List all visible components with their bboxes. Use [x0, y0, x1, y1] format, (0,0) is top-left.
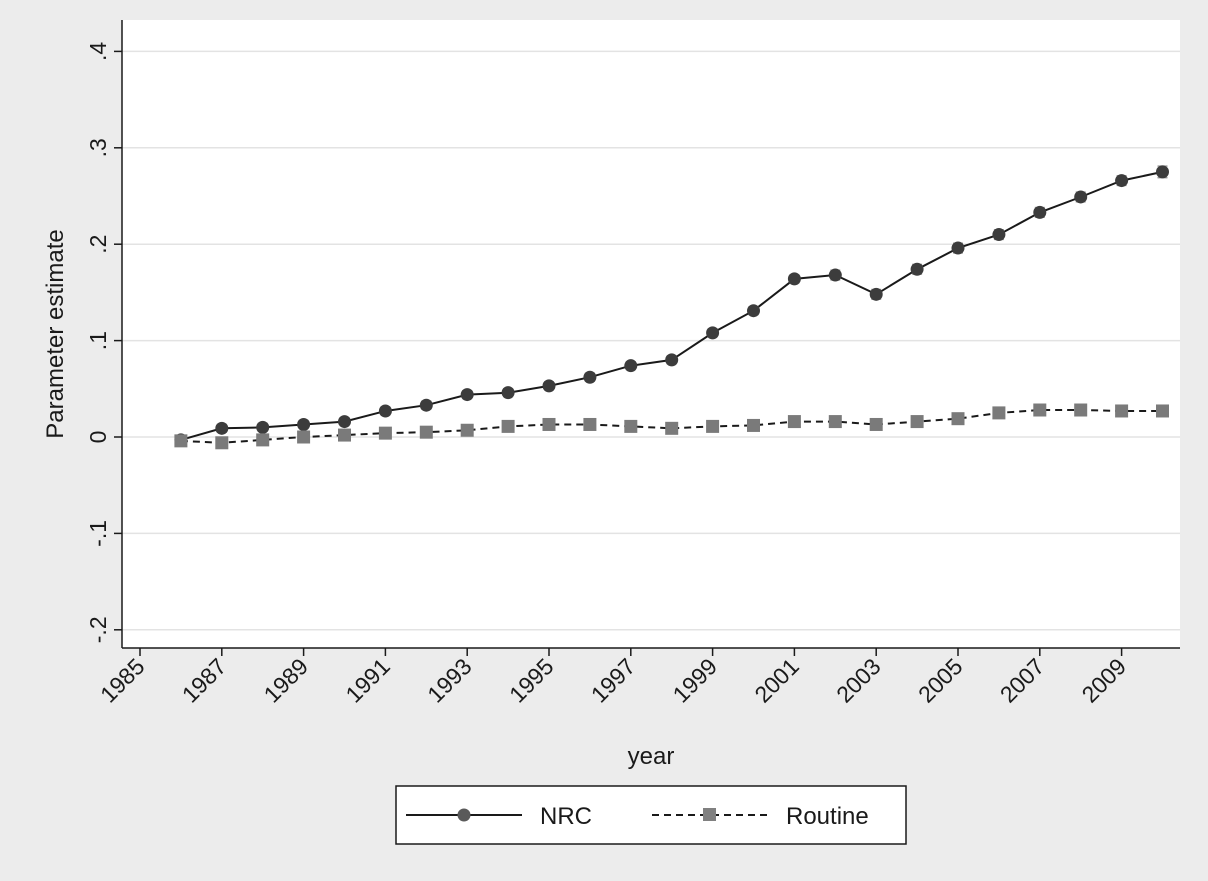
y-tick-label: .2	[85, 235, 111, 254]
data-point	[747, 418, 760, 432]
legend-routine-label: Routine	[786, 803, 869, 830]
data-point	[787, 272, 801, 286]
data-point	[624, 359, 638, 373]
x-tick-label: 2007	[995, 653, 1050, 708]
x-tick-label: 1997	[586, 653, 641, 708]
legend-nrc-marker	[457, 808, 471, 822]
data-point	[1156, 404, 1169, 418]
data-point	[583, 370, 597, 384]
data-point	[828, 268, 842, 282]
data-point	[951, 412, 965, 426]
legend-routine-marker	[703, 808, 716, 821]
data-point	[174, 434, 188, 448]
plot-area	[122, 20, 1180, 648]
y-tick-label: -.1	[85, 520, 111, 547]
x-tick-label: 2001	[749, 653, 804, 708]
data-point	[419, 398, 433, 412]
y-tick-label: .1	[85, 331, 111, 350]
y-tick-label: 0	[85, 431, 111, 444]
series-lines	[174, 165, 1169, 450]
data-point	[542, 417, 556, 431]
data-point	[378, 426, 392, 440]
data-point	[501, 386, 515, 400]
data-point	[501, 419, 515, 433]
data-point	[665, 421, 679, 435]
x-tick-label: 1991	[340, 653, 395, 708]
data-point	[869, 287, 883, 301]
x-tick-label: 2005	[913, 653, 968, 708]
y-axis-title: Parameter estimate	[42, 229, 69, 438]
x-tick-label: 1985	[95, 653, 150, 708]
y-tick-label: -.2	[85, 616, 111, 643]
y-tick-label: .4	[85, 42, 111, 61]
data-point	[256, 433, 270, 447]
data-point	[828, 415, 842, 429]
data-point	[665, 353, 679, 367]
legend: NRC Routine	[395, 785, 907, 845]
data-point	[747, 304, 760, 318]
data-point	[706, 326, 720, 340]
data-point	[869, 417, 883, 431]
data-point	[992, 406, 1006, 420]
data-point	[460, 423, 474, 437]
legend-nrc-label: NRC	[540, 803, 592, 830]
data-point	[256, 420, 270, 434]
data-point	[338, 415, 351, 429]
data-point	[215, 436, 229, 450]
data-point	[1115, 174, 1129, 188]
data-point	[583, 417, 597, 431]
x-tick-label: 1987	[177, 653, 232, 708]
data-point	[1156, 165, 1169, 179]
x-tick-label: 1995	[504, 653, 559, 708]
data-point	[297, 430, 311, 444]
data-point	[297, 417, 311, 431]
x-tick-label: 1999	[668, 653, 723, 708]
y-tick-label: .3	[85, 138, 111, 157]
data-point	[338, 428, 351, 442]
data-point	[1033, 403, 1047, 417]
x-tick-label: 2003	[831, 653, 886, 708]
data-point	[910, 415, 924, 429]
data-point	[1033, 205, 1047, 219]
data-point	[378, 404, 392, 418]
data-point	[992, 228, 1006, 242]
data-point	[460, 388, 474, 402]
x-tick-label: 1989	[259, 653, 314, 708]
x-axis-title: year	[628, 743, 675, 770]
data-point	[951, 241, 965, 255]
data-point	[706, 419, 720, 433]
data-point	[1115, 404, 1129, 418]
x-tick-label: 1993	[422, 653, 477, 708]
data-point	[787, 415, 801, 429]
data-point	[542, 379, 556, 393]
data-point	[215, 421, 229, 435]
data-point	[419, 425, 433, 439]
data-point	[910, 262, 924, 276]
data-point	[1074, 190, 1088, 204]
data-point	[1074, 403, 1088, 417]
x-tick-label: 2009	[1077, 653, 1132, 708]
data-point	[624, 419, 638, 433]
